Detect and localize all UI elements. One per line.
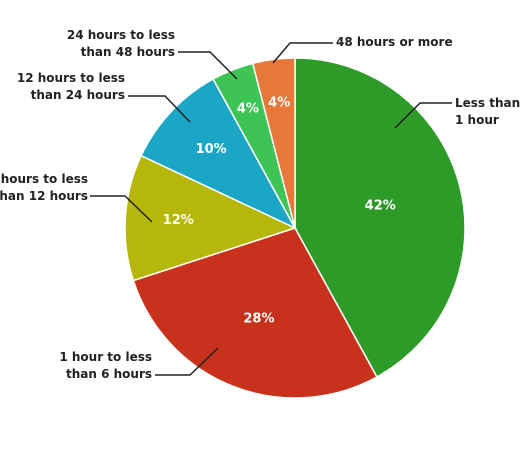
leader-line bbox=[90, 195, 153, 223]
category-label: 6 hours to less than 12 hours bbox=[0, 172, 88, 203]
leader-line bbox=[394, 102, 452, 129]
pie-slice bbox=[294, 57, 466, 378]
category-label: 1 hour to less than 6 hours bbox=[59, 350, 152, 381]
value-label: 28% bbox=[243, 312, 274, 327]
pie-slice bbox=[140, 78, 297, 230]
leader-line bbox=[155, 347, 219, 376]
category-label: Less than 1 hour bbox=[455, 96, 521, 127]
pie-slice bbox=[251, 57, 296, 229]
value-label: 10% bbox=[196, 142, 227, 157]
category-label: 12 hours to less than 24 hours bbox=[16, 71, 125, 102]
value-label: 4% bbox=[268, 95, 290, 110]
category-label: 24 hours to less than 48 hours bbox=[66, 28, 175, 59]
value-label: 4% bbox=[237, 101, 259, 116]
pie-slice bbox=[132, 227, 378, 399]
leader-line bbox=[272, 42, 333, 64]
value-label: 42% bbox=[365, 199, 396, 214]
leader-line bbox=[128, 95, 191, 123]
value-label: 12% bbox=[163, 213, 194, 228]
category-label: 48 hours or more bbox=[336, 35, 453, 49]
pie-slice bbox=[124, 154, 298, 282]
leader-line bbox=[178, 51, 238, 80]
